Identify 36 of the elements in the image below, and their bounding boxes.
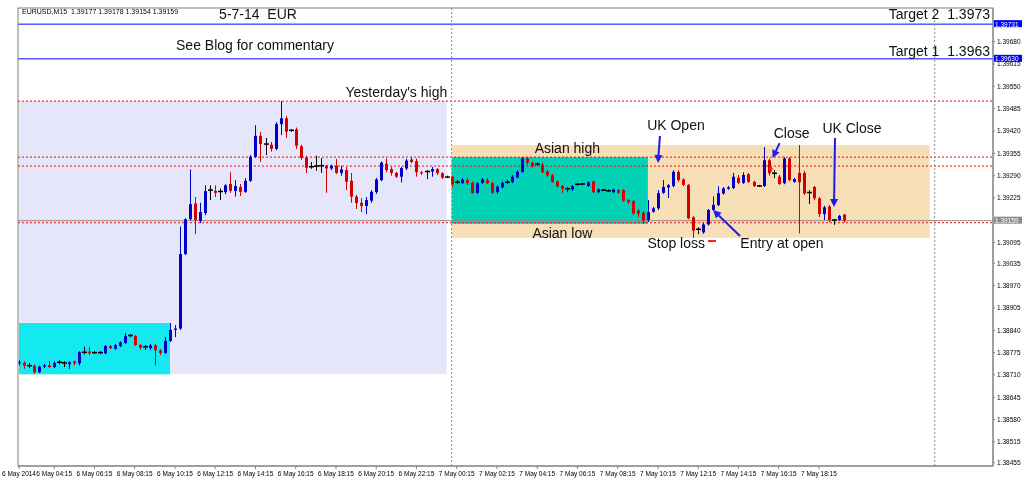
candlestick [229, 171, 232, 194]
annotation: Target 2 1.3973 [888, 6, 991, 22]
candlestick [194, 196, 197, 235]
candlestick [345, 166, 348, 191]
annotation: 5-7-14 EUR [219, 6, 297, 22]
annotation: Stop loss [647, 235, 705, 251]
annotation: Entry at open [740, 235, 824, 251]
candlestick [204, 184, 207, 216]
candlestick [788, 156, 791, 182]
candlestick [692, 215, 695, 239]
annotation: Close [773, 125, 810, 142]
annotation: Asian high [534, 140, 601, 157]
candlestick [169, 322, 172, 343]
candlestick [295, 127, 298, 150]
annotation: Target 1 1.3963 [888, 43, 991, 59]
candlestick [798, 144, 801, 234]
candlestick [647, 199, 650, 223]
candlestick [657, 189, 660, 211]
candlestick [199, 202, 202, 224]
candlestick [818, 196, 821, 218]
candlestick [154, 343, 157, 366]
candlestick [189, 168, 192, 221]
annotation: Yesterday's high [345, 84, 448, 101]
annotation: UK Close [822, 120, 882, 136]
candlestick [285, 115, 288, 139]
candlestick [280, 100, 283, 136]
candlestick [259, 131, 262, 163]
annotation: Asian low [532, 224, 594, 241]
candlestick [803, 170, 806, 196]
annotation: See Blog for commentary [176, 37, 334, 53]
annotation: UK Open [647, 117, 705, 134]
candlestick [717, 185, 720, 207]
candlestick [415, 157, 418, 178]
candlestick [350, 172, 353, 204]
candlestick [380, 161, 383, 182]
candlestick [254, 124, 257, 159]
